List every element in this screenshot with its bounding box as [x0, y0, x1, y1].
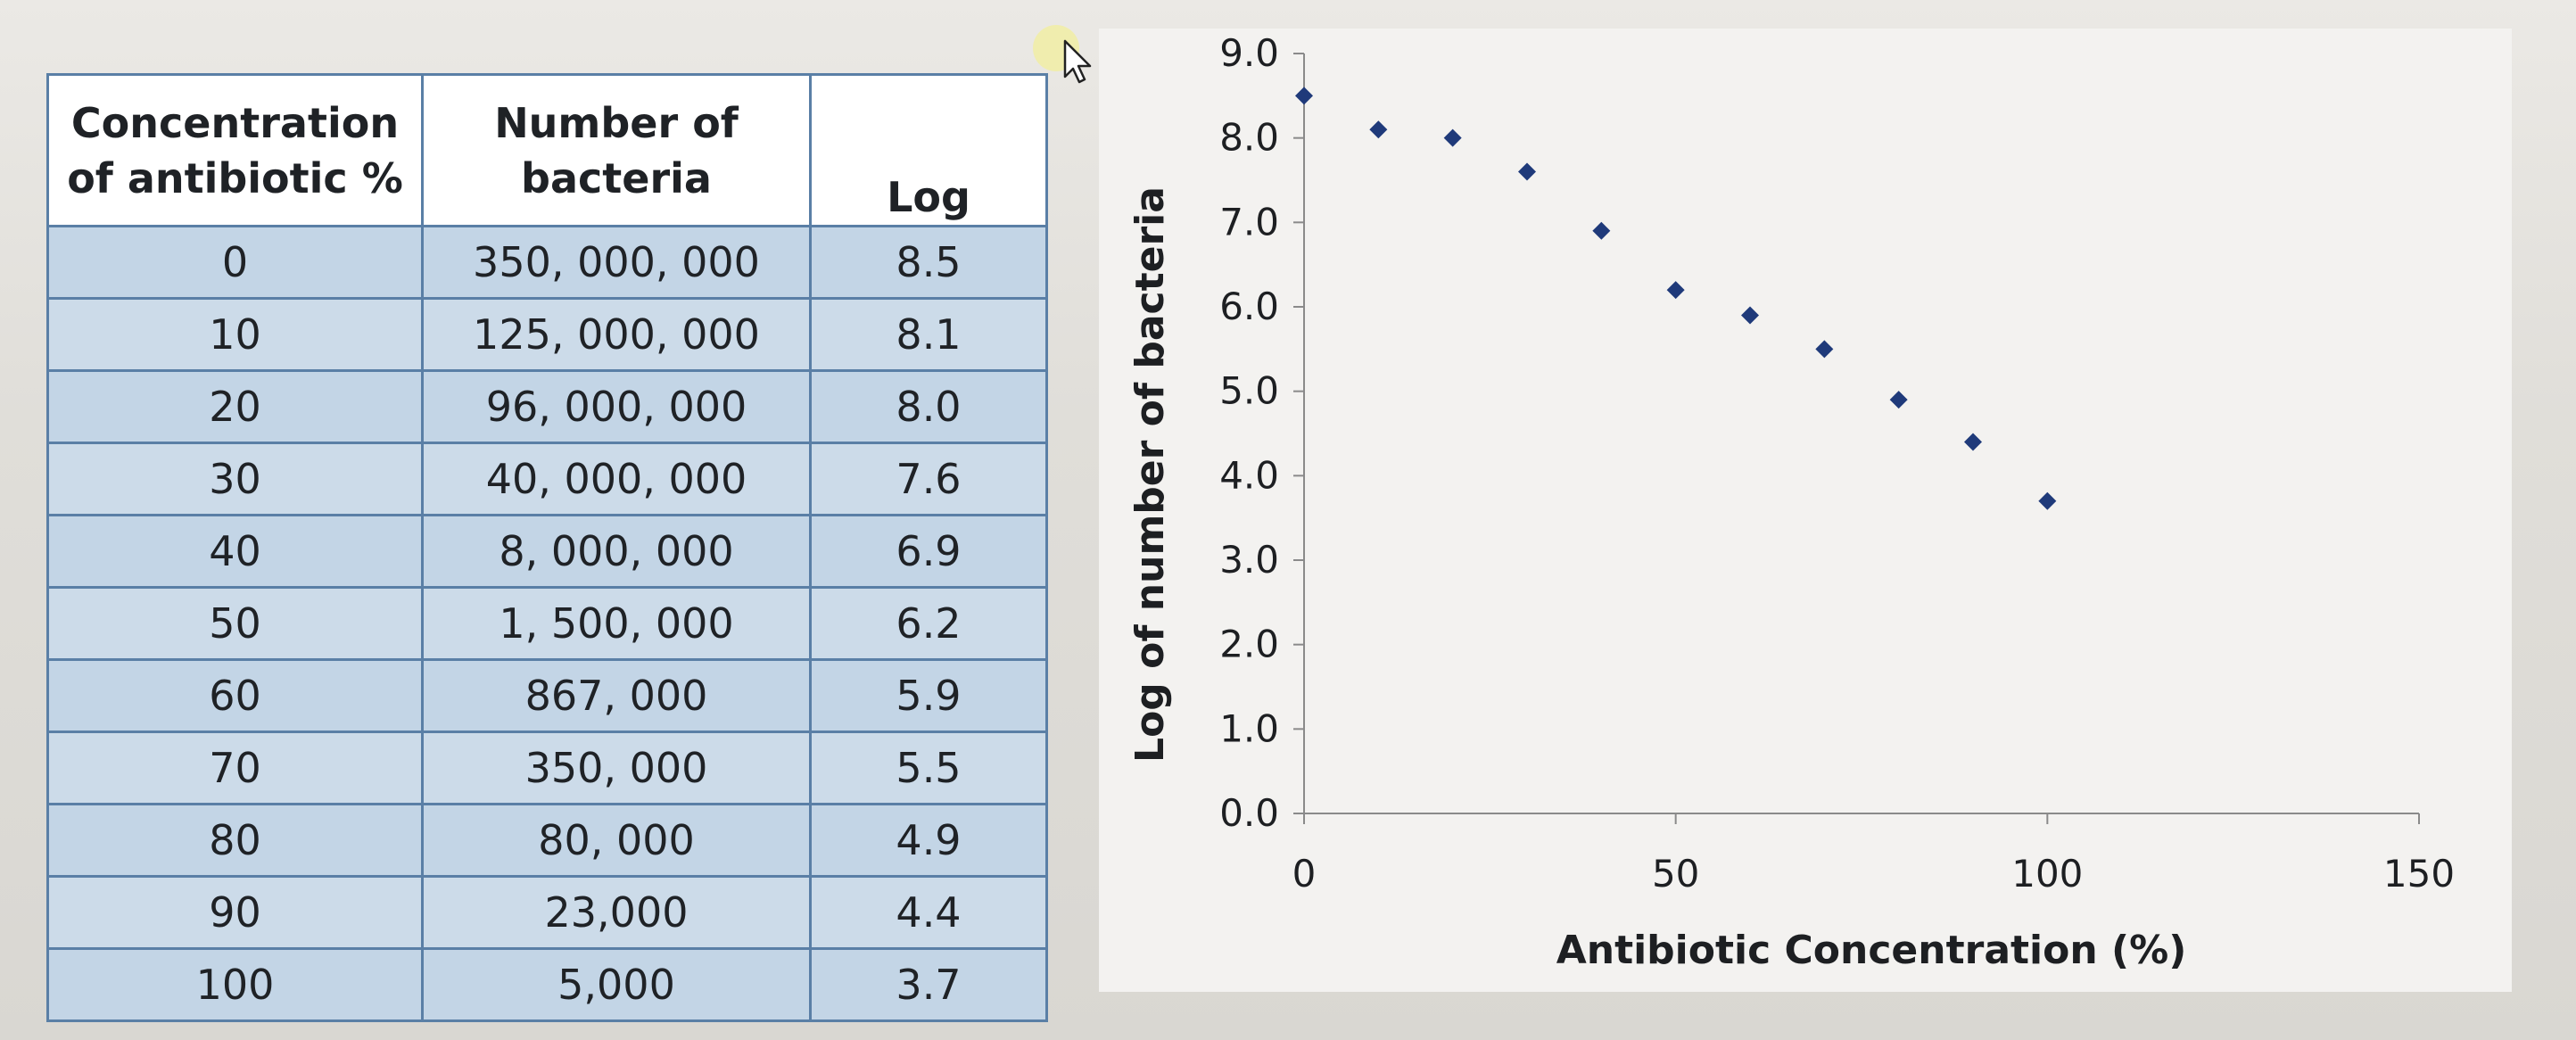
header-concentration-line2: of antibiotic % [67, 153, 403, 202]
y-axis-label: Log of number of bacteria [1127, 186, 1173, 763]
table-header-row: Concentration of antibiotic % Number of … [46, 73, 1048, 227]
cell-log: 8.5 [809, 225, 1048, 300]
cell-bacteria: 125, 000, 000 [421, 297, 812, 372]
y-tick-label: 7.0 [1219, 200, 1279, 243]
data-point-marker [1889, 391, 1908, 409]
cell-bacteria: 8, 000, 000 [421, 514, 812, 589]
scatter-chart: 0.0 1.0 2.0 3.0 4.0 5.0 6.0 7.0 8.0 9.0 0 50 100 150… [1127, 31, 2455, 973]
x-tick-labels: 0 50 100 150 [1292, 852, 2455, 896]
header-number-of-bacteria: Number of bacteria [421, 73, 812, 227]
data-point-marker [1518, 162, 1536, 181]
cell-concentration: 50 [46, 586, 424, 661]
header-log-label: Log [887, 173, 970, 221]
cell-concentration: 70 [46, 730, 424, 805]
table-row: 20 96, 000, 000 8.0 [46, 369, 1048, 444]
cell-concentration: 30 [46, 442, 424, 516]
data-table-container: Concentration of antibiotic % Number of … [46, 73, 1048, 1022]
cell-bacteria: 1, 500, 000 [421, 586, 812, 661]
header-log: Log [809, 73, 1048, 227]
table-row: 40 8, 000, 000 6.9 [46, 514, 1048, 589]
cell-concentration: 90 [46, 875, 424, 950]
cell-bacteria: 350, 000 [421, 730, 812, 805]
data-points [1295, 87, 2057, 510]
x-tick-label: 0 [1292, 852, 1317, 896]
y-tick-labels: 0.0 1.0 2.0 3.0 4.0 5.0 6.0 7.0 8.0 9.0 [1219, 31, 1279, 835]
cell-concentration: 0 [46, 225, 424, 300]
data-point-marker [1295, 87, 1313, 105]
y-tick-label: 1.0 [1219, 706, 1279, 750]
y-tick-label: 4.0 [1219, 453, 1279, 497]
x-tick-label: 50 [1652, 852, 1699, 896]
cell-log: 5.5 [809, 730, 1048, 805]
cell-log: 7.6 [809, 442, 1048, 516]
cell-log: 3.7 [809, 947, 1048, 1022]
data-point-marker [1964, 433, 1982, 451]
cell-log: 8.1 [809, 297, 1048, 372]
table-row: 80 80, 000 4.9 [46, 803, 1048, 878]
cell-log: 6.2 [809, 586, 1048, 661]
table-row: 10 125, 000, 000 8.1 [46, 297, 1048, 372]
x-tick-label: 100 [2011, 852, 2083, 896]
header-concentration: Concentration of antibiotic % [46, 73, 424, 227]
y-tick-label: 6.0 [1219, 285, 1279, 328]
data-point-marker [1443, 128, 1462, 147]
x-axis-label: Antibiotic Concentration (%) [1556, 928, 2187, 973]
x-tick-label: 150 [2383, 852, 2455, 896]
data-point-marker [1592, 221, 1611, 240]
table-row: 70 350, 000 5.5 [46, 730, 1048, 805]
data-point-marker [1815, 340, 1834, 359]
table-row: 90 23,000 4.4 [46, 875, 1048, 950]
cell-log: 6.9 [809, 514, 1048, 589]
cell-log: 8.0 [809, 369, 1048, 444]
y-tick-label: 2.0 [1219, 623, 1279, 666]
cell-concentration: 10 [46, 297, 424, 372]
data-point-marker [1741, 306, 1759, 325]
y-tick-label: 5.0 [1219, 369, 1279, 413]
y-tick-label: 0.0 [1219, 791, 1279, 835]
cell-bacteria: 40, 000, 000 [421, 442, 812, 516]
chart-axes [1293, 53, 2420, 824]
table-row: 0 350, 000, 000 8.5 [46, 225, 1048, 300]
cell-concentration: 80 [46, 803, 424, 878]
cell-bacteria: 96, 000, 000 [421, 369, 812, 444]
data-point-marker [1666, 281, 1685, 300]
data-point-marker [2038, 491, 2057, 510]
data-point-marker [1369, 120, 1388, 139]
cell-log: 4.9 [809, 803, 1048, 878]
cell-concentration: 100 [46, 947, 424, 1022]
chart-panel: 0.0 1.0 2.0 3.0 4.0 5.0 6.0 7.0 8.0 9.0 0 50 100 150… [1099, 29, 2512, 992]
table-row: 50 1, 500, 000 6.2 [46, 586, 1048, 661]
cell-bacteria: 867, 000 [421, 658, 812, 733]
cell-log: 4.4 [809, 875, 1048, 950]
cell-bacteria: 5,000 [421, 947, 812, 1022]
header-concentration-line1: Concentration [70, 98, 400, 147]
table-row: 30 40, 000, 000 7.6 [46, 442, 1048, 516]
cell-concentration: 60 [46, 658, 424, 733]
y-tick-label: 3.0 [1219, 538, 1279, 582]
mouse-cursor-icon [1026, 18, 1097, 93]
table-row: 100 5,000 3.7 [46, 947, 1048, 1022]
cell-concentration: 20 [46, 369, 424, 444]
cell-bacteria: 80, 000 [421, 803, 812, 878]
data-table: Concentration of antibiotic % Number of … [46, 73, 1048, 1022]
y-tick-label: 8.0 [1219, 116, 1279, 160]
header-bacteria-line2: bacteria [521, 153, 712, 202]
table-row: 60 867, 000 5.9 [46, 658, 1048, 733]
cell-bacteria: 23,000 [421, 875, 812, 950]
cell-concentration: 40 [46, 514, 424, 589]
cell-log: 5.9 [809, 658, 1048, 733]
header-bacteria-line1: Number of [494, 98, 739, 147]
cell-bacteria: 350, 000, 000 [421, 225, 812, 300]
y-tick-label: 9.0 [1219, 31, 1279, 75]
